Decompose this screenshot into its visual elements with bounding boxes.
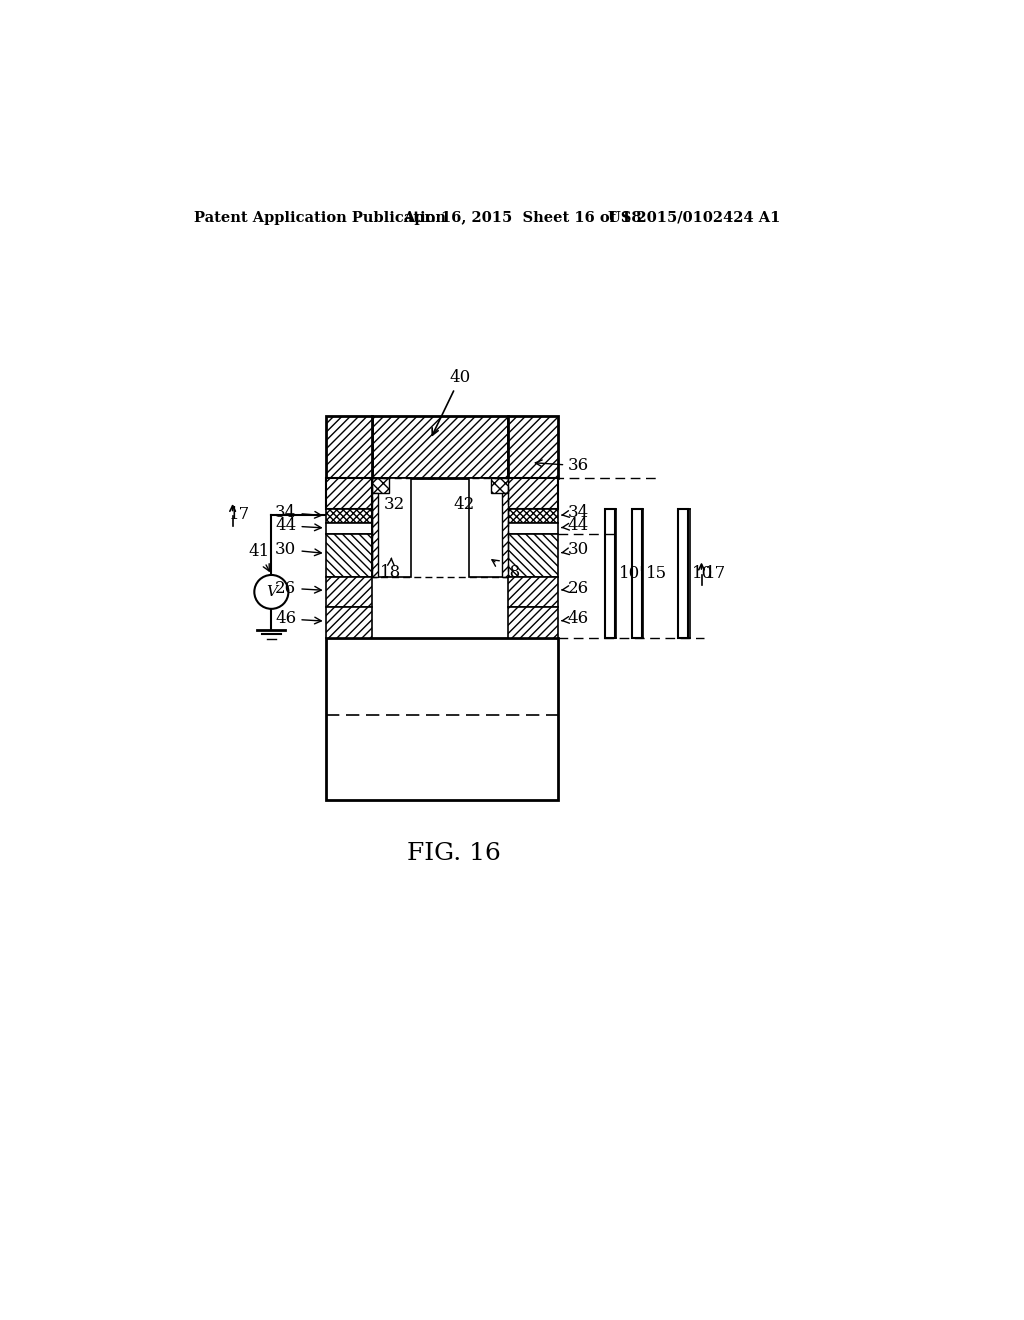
Text: V: V xyxy=(266,585,276,599)
Text: 34: 34 xyxy=(275,504,322,521)
Bar xyxy=(326,523,372,535)
Bar xyxy=(508,577,558,607)
Text: US 2015/0102424 A1: US 2015/0102424 A1 xyxy=(608,211,781,224)
Text: Apr. 16, 2015  Sheet 16 of 18: Apr. 16, 2015 Sheet 16 of 18 xyxy=(403,211,642,224)
Bar xyxy=(604,508,614,638)
Text: 17: 17 xyxy=(228,507,250,524)
Text: 44: 44 xyxy=(275,517,322,535)
Bar xyxy=(326,535,372,577)
Bar xyxy=(502,494,508,577)
Text: 15: 15 xyxy=(646,565,667,582)
Bar xyxy=(326,577,372,607)
Text: 30: 30 xyxy=(562,541,589,558)
Bar xyxy=(326,416,372,478)
Text: 18: 18 xyxy=(380,558,401,581)
Text: 36: 36 xyxy=(536,457,590,474)
Text: 10': 10' xyxy=(618,565,644,582)
Bar xyxy=(678,508,688,638)
Text: 41: 41 xyxy=(248,543,269,572)
Text: Patent Application Publication: Patent Application Publication xyxy=(194,211,445,224)
Bar xyxy=(508,523,558,535)
Bar xyxy=(326,478,372,508)
Bar xyxy=(372,416,508,478)
Bar xyxy=(632,508,642,638)
Text: 44: 44 xyxy=(562,517,589,535)
Bar xyxy=(372,478,411,577)
Text: 42: 42 xyxy=(454,496,475,513)
Bar xyxy=(326,638,558,800)
Text: 46: 46 xyxy=(562,610,589,627)
Text: 26: 26 xyxy=(275,579,322,597)
Bar xyxy=(411,478,469,577)
Text: 32: 32 xyxy=(384,496,406,513)
Bar xyxy=(372,494,378,577)
Text: 10: 10 xyxy=(692,565,714,582)
Text: 26: 26 xyxy=(562,579,589,597)
Text: 18: 18 xyxy=(492,560,521,581)
Bar xyxy=(326,607,372,638)
Bar xyxy=(490,478,508,494)
Text: 40: 40 xyxy=(432,368,471,436)
Text: FIG. 16: FIG. 16 xyxy=(407,842,501,865)
Bar xyxy=(326,508,372,523)
Text: 17: 17 xyxy=(706,565,727,582)
Bar xyxy=(508,478,558,508)
Text: 30: 30 xyxy=(275,541,322,558)
Bar xyxy=(508,416,558,478)
Text: 46: 46 xyxy=(275,610,322,627)
Text: 34: 34 xyxy=(562,504,589,521)
Bar xyxy=(372,478,389,494)
Bar xyxy=(508,535,558,577)
Bar xyxy=(469,478,508,577)
Bar xyxy=(508,607,558,638)
Bar xyxy=(508,508,558,523)
